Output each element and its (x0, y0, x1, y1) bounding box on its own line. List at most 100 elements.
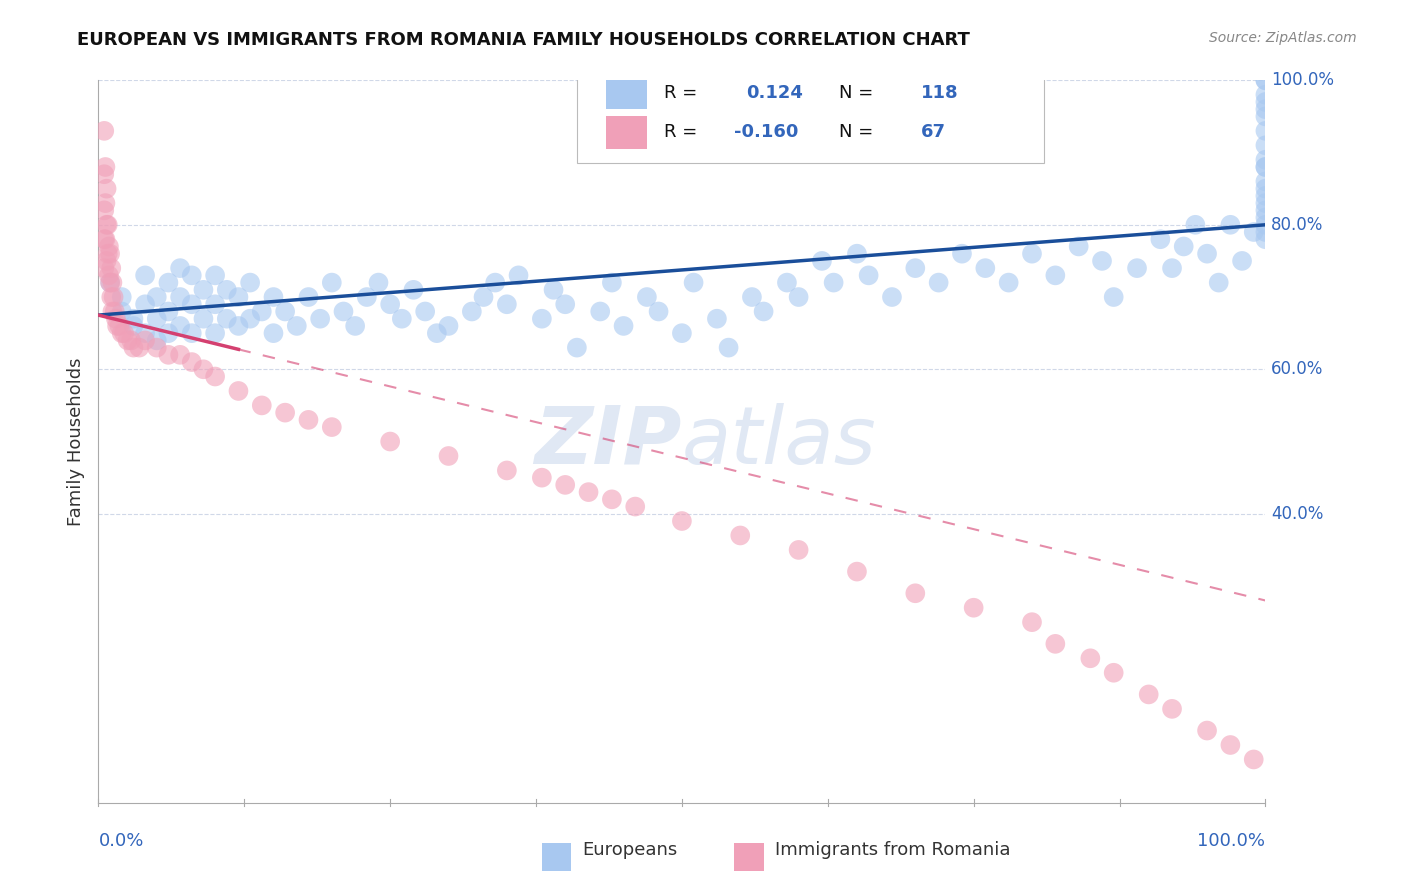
Point (380, 297, 402, 311)
Text: R =: R = (665, 84, 697, 102)
Point (928, 276, 950, 290)
Point (157, 326, 180, 340)
Point (146, 334, 169, 348)
Point (228, 384, 250, 398)
Point (437, 449, 460, 463)
Point (146, 341, 169, 355)
Bar (606, 116, 647, 149)
Point (1195, 723, 1218, 738)
Point (297, 413, 319, 427)
Point (112, 326, 135, 340)
Point (1254, 182, 1277, 196)
Point (1254, 73, 1277, 87)
Point (741, 290, 763, 304)
Point (787, 542, 810, 557)
Point (1219, 738, 1241, 752)
Text: 0.0%: 0.0% (98, 831, 143, 850)
Point (717, 341, 740, 355)
Point (215, 311, 238, 326)
Point (169, 318, 191, 333)
Point (93, 261, 115, 276)
Text: 118: 118 (921, 84, 959, 102)
Text: 80.0%: 80.0% (1271, 216, 1323, 234)
Point (332, 304, 354, 318)
Point (157, 348, 180, 362)
Point (1254, 218, 1277, 232)
Text: 67: 67 (921, 123, 946, 141)
Point (104, 311, 127, 326)
Text: 40.0%: 40.0% (1271, 505, 1323, 523)
Point (1254, 174, 1277, 188)
Point (846, 246, 869, 260)
Point (204, 326, 226, 340)
Point (180, 326, 202, 340)
Text: 60.0%: 60.0% (1271, 360, 1323, 378)
Point (496, 463, 519, 477)
Point (554, 297, 576, 311)
Point (96, 253, 118, 268)
Point (1208, 276, 1230, 290)
Bar (541, 843, 571, 871)
Point (215, 283, 238, 297)
Point (117, 334, 139, 348)
Text: N =: N = (839, 84, 873, 102)
Point (426, 326, 449, 340)
Point (122, 311, 145, 326)
Point (103, 290, 125, 304)
Point (413, 304, 436, 318)
Point (1149, 232, 1171, 246)
Point (96, 218, 118, 232)
Point (613, 318, 636, 333)
Point (180, 355, 202, 369)
Point (1184, 218, 1206, 232)
Point (484, 276, 506, 290)
Text: Source: ZipAtlas.com: Source: ZipAtlas.com (1209, 31, 1357, 45)
Point (367, 276, 389, 290)
Point (93, 167, 115, 181)
Point (101, 276, 124, 290)
Point (1045, 637, 1067, 651)
Text: EUROPEAN VS IMMIGRANTS FROM ROMANIA FAMILY HOUSEHOLDS CORRELATION CHART: EUROPEAN VS IMMIGRANTS FROM ROMANIA FAMI… (77, 31, 970, 49)
Point (1254, 138, 1277, 153)
Point (134, 334, 156, 348)
Point (671, 514, 693, 528)
Text: R =: R = (665, 123, 697, 141)
Point (858, 268, 880, 283)
Point (1254, 196, 1277, 211)
Point (1102, 665, 1125, 680)
Point (391, 311, 413, 326)
Point (180, 297, 202, 311)
Point (239, 276, 262, 290)
Point (811, 253, 834, 268)
Point (589, 304, 612, 318)
Point (285, 318, 308, 333)
Point (98, 276, 121, 290)
Point (1254, 160, 1277, 174)
Point (1126, 261, 1149, 276)
Text: 0.124: 0.124 (747, 84, 803, 102)
Point (380, 434, 402, 449)
Point (169, 290, 191, 304)
Point (1254, 87, 1277, 102)
Point (262, 326, 284, 340)
Point (997, 276, 1019, 290)
Point (146, 311, 169, 326)
Point (250, 398, 273, 412)
Point (321, 276, 343, 290)
Point (169, 348, 191, 362)
Point (321, 420, 343, 434)
Point (1254, 232, 1277, 246)
Point (530, 470, 553, 484)
Point (1195, 246, 1218, 260)
Point (120, 334, 142, 348)
Point (134, 297, 156, 311)
Point (122, 341, 145, 355)
Point (904, 586, 927, 600)
Point (706, 311, 728, 326)
Point (904, 261, 927, 276)
Point (169, 261, 191, 276)
Point (111, 304, 134, 318)
Point (962, 600, 984, 615)
Point (1021, 246, 1043, 260)
Text: 100.0%: 100.0% (1198, 831, 1265, 850)
